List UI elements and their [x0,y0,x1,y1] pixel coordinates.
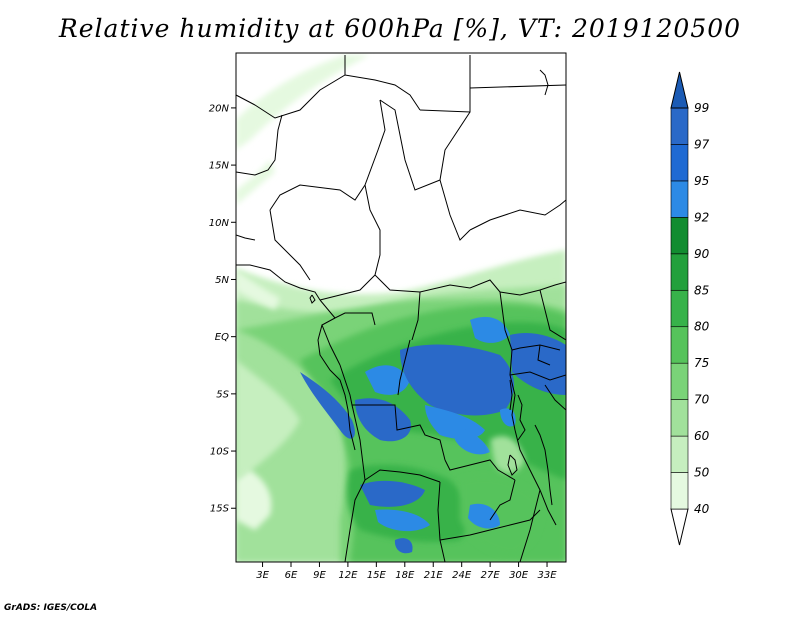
colorbar-segment [670,435,689,473]
lon-tick-label: 12E [338,570,358,581]
colorbar-label: 70 [694,393,710,407]
lon-tick-label: 9E [313,570,326,581]
lat-tick-label: 20N [209,103,230,114]
grads-credit: GrADS: IGES/COLA [4,603,98,613]
lat-tick-label: 5N [215,275,229,286]
latitude-axis: 20N 15N 10N 5N EQ 5S 10S 15S [209,103,236,515]
lon-tick-label: 21E [424,570,444,581]
colorbar-segment [670,472,689,510]
lon-tick-label: 27E [481,570,501,581]
colorbar-segment [670,144,689,182]
lat-tick-label: 15S [210,504,230,515]
map-title: Relative humidity at 600hPa [%], VT: 201… [58,14,742,43]
lon-tick-label: 30E [509,570,529,581]
colorbar-segment [670,326,689,364]
humidity-shading [236,53,566,562]
colorbar-segment [670,71,689,109]
colorbar-segment [670,399,689,437]
colorbar-segment [670,362,689,400]
colorbar-segment [670,217,689,255]
colorbar-segment [670,289,689,328]
lon-tick-label: 18E [395,570,415,581]
lat-tick-label: EQ [215,332,229,343]
longitude-axis: 3E 6E 9E 12E 15E 18E 21E 24E 27E 30E 33E [256,562,557,581]
lat-tick-label: 15N [209,161,230,172]
colorbar: 40 50 60 70 75 80 85 90 92 95 97 99 [670,71,710,546]
lat-tick-label: 10N [209,218,230,229]
country-boundaries [236,55,566,562]
lon-tick-label: 15E [367,570,387,581]
colorbar-label: 90 [694,247,710,261]
lat-tick-label: 10S [210,447,230,458]
colorbar-label: 85 [694,283,709,297]
lat-tick-label: 5S [216,389,229,400]
lon-tick-label: 6E [285,570,298,581]
colorbar-label: 75 [694,356,709,370]
lon-tick-label: 24E [452,570,472,581]
colorbar-label: 40 [694,502,710,516]
colorbar-segment [670,508,689,546]
map-frame [235,52,567,563]
colorbar-label: 50 [694,466,710,480]
colorbar-label: 92 [694,210,709,224]
colorbar-label: 60 [694,429,710,443]
colorbar-label: 95 [694,174,709,188]
lon-tick-label: 33E [538,570,558,581]
lon-tick-label: 3E [256,570,269,581]
colorbar-segment [670,180,689,218]
colorbar-label: 99 [694,101,709,115]
colorbar-segment [670,253,689,291]
colorbar-label: 80 [694,320,710,334]
colorbar-label: 97 [694,137,710,151]
colorbar-segment [670,107,689,145]
